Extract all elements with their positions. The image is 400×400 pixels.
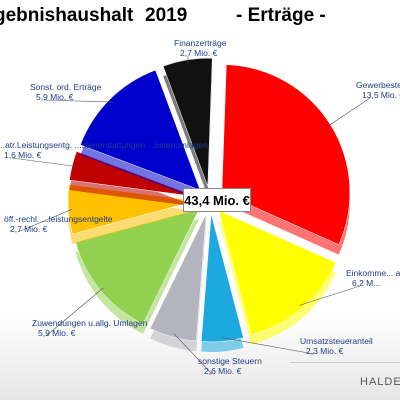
leader-line — [173, 333, 213, 375]
slice-label: Einkomme... ant... — [346, 268, 400, 278]
footer-divider — [290, 362, 400, 363]
slice-value-label: 1,6 Mio. € — [4, 150, 42, 160]
pie-slice-face — [221, 64, 351, 245]
leader-line — [45, 287, 104, 337]
slice-value-label: 2,7 Mio. € — [10, 224, 48, 234]
pie-slice-face — [149, 213, 207, 342]
leader-line — [326, 97, 371, 128]
slice-label: Finanzerträge — [174, 38, 227, 48]
leader-line — [11, 157, 76, 167]
title-bar: gebnishaushalt 2019 - Erträge - — [0, 0, 400, 38]
pie-slice-face — [218, 210, 337, 335]
logo-text: HALDEN — [360, 376, 400, 388]
leader-line — [299, 285, 361, 306]
leader-line — [17, 208, 73, 233]
slice-label: Sonst. ord. Erträge — [30, 82, 102, 92]
pie-slice-5 — [75, 208, 200, 334]
pie-slice-1 — [221, 64, 351, 255]
pie-slice-4 — [149, 213, 207, 352]
label-layer: Gewerbesteu...13,5 Mio. € Einkomme... ant… — [0, 38, 400, 376]
title-year: 2019 — [145, 5, 188, 26]
slice-value-label: 2,7 Mio. € — [180, 48, 218, 58]
pie-slice-face — [200, 213, 244, 343]
slice-label: Gewerbesteu... — [356, 80, 400, 90]
pie-slice-9 — [162, 57, 213, 197]
leader-line — [43, 99, 113, 103]
pie-slice-8 — [80, 69, 201, 201]
total-label: 43,4 Mio. € — [183, 188, 251, 212]
slice-value-label: 2,3 Mio. € — [306, 346, 344, 356]
slice-value-label: 2,6 Mio. € — [204, 366, 242, 376]
slice-value-label: 13,5 Mio. € — [362, 90, 400, 100]
slice-value-label: 5,9 Mio. € — [38, 328, 76, 338]
slice-label: ...atr.Leistungsentg. ...stenerstattunge… — [0, 140, 208, 150]
pie-slice-2 — [218, 210, 337, 345]
pie-slice-3 — [200, 213, 244, 352]
slice-label: öff.-rechl. ...leistungsentgelte — [4, 214, 113, 224]
slice-value-label: 5,9 Mio. € — [36, 92, 74, 102]
slice-layer — [67, 57, 351, 352]
slice-label: Umsatzsteueranteil — [300, 336, 373, 346]
slice-value-label: 6,2 M... — [352, 278, 380, 288]
leader-line — [222, 337, 315, 355]
pie-slice-face — [162, 57, 213, 187]
title-section: - Erträge - — [236, 5, 326, 26]
pie-slice-face — [80, 69, 201, 191]
slice-label: sonstige Steuern — [198, 356, 262, 366]
leader-layer — [11, 55, 371, 375]
slice-label: Zuwendungen u.allg. Umlagen — [32, 318, 148, 328]
title-text: gebnishaushalt — [0, 5, 134, 26]
